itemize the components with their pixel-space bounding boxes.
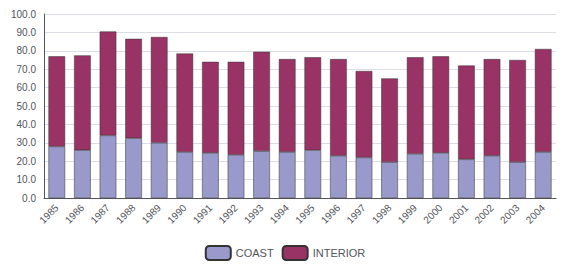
svg-text:2003: 2003 [498, 202, 522, 226]
svg-text:2000: 2000 [421, 202, 445, 226]
svg-text:2004: 2004 [524, 202, 548, 226]
svg-text:1994: 1994 [268, 202, 292, 226]
svg-text:20.0: 20.0 [17, 156, 37, 167]
svg-text:50.0: 50.0 [17, 101, 37, 112]
svg-text:1991: 1991 [191, 202, 215, 226]
svg-text:10.0: 10.0 [17, 174, 37, 185]
svg-text:INTERIOR: INTERIOR [313, 247, 366, 259]
svg-text:1987: 1987 [88, 202, 112, 226]
svg-text:1985: 1985 [37, 202, 61, 226]
svg-text:100.0: 100.0 [11, 9, 36, 20]
svg-text:1995: 1995 [293, 202, 317, 226]
svg-text:1989: 1989 [140, 202, 164, 226]
svg-text:1996: 1996 [319, 202, 343, 226]
svg-text:70.0: 70.0 [17, 64, 37, 75]
svg-text:1997: 1997 [344, 202, 368, 226]
svg-text:1998: 1998 [370, 202, 394, 226]
svg-text:30.0: 30.0 [17, 137, 37, 148]
svg-text:COAST: COAST [236, 247, 274, 259]
svg-text:1999: 1999 [396, 202, 420, 226]
svg-text:2001: 2001 [447, 202, 471, 226]
svg-text:40.0: 40.0 [17, 119, 37, 130]
svg-text:1993: 1993 [242, 202, 266, 226]
svg-text:0.0: 0.0 [22, 193, 36, 204]
svg-text:1990: 1990 [165, 202, 189, 226]
svg-text:2002: 2002 [472, 202, 496, 226]
svg-text:90.0: 90.0 [17, 27, 37, 38]
svg-text:1992: 1992 [216, 202, 240, 226]
svg-text:60.0: 60.0 [17, 82, 37, 93]
svg-text:1988: 1988 [114, 202, 138, 226]
svg-text:80.0: 80.0 [17, 45, 37, 56]
svg-text:1986: 1986 [63, 202, 87, 226]
